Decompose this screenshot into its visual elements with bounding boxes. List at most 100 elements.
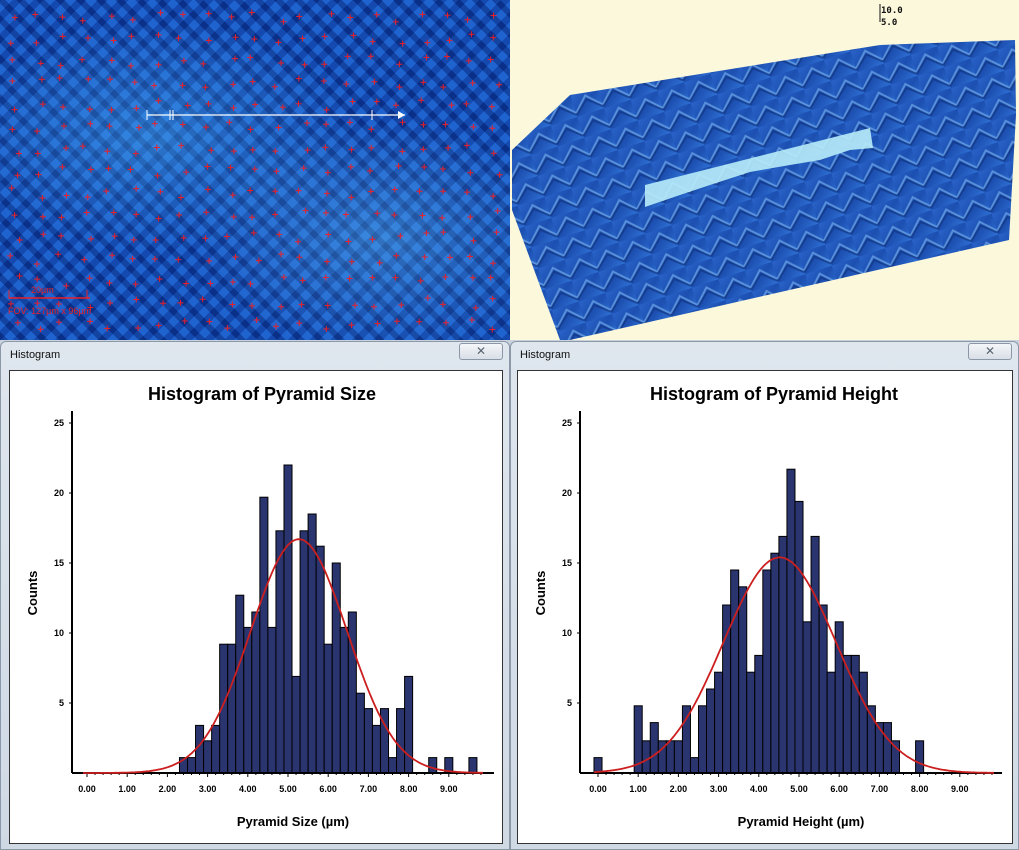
chart-title: Histogram of Pyramid Size [148,384,376,404]
pyramid-marker [273,323,280,330]
histogram-window-height[interactable]: Histogram ✕ Histogram of Pyramid Height C… [510,341,1019,850]
pyramid-marker [106,123,113,130]
pyramid-marker [442,121,449,128]
pyramid-marker [83,209,90,216]
pyramid-marker [371,78,378,85]
pyramid-marker [133,185,140,192]
pyramid-marker [271,83,278,90]
pyramid-marker [369,38,376,45]
pyramid-marker [228,13,235,20]
pyramid-marker [9,56,16,63]
pyramid-marker [444,12,451,19]
pyramid-marker [129,255,136,262]
pyramid-marker [299,35,306,42]
pyramid-marker [249,78,256,85]
surface-3d-view[interactable]: 10.0 5.0 [510,0,1019,340]
pyramid-marker [304,120,311,127]
pyramid-marker [467,169,474,176]
histogram-bar [235,594,245,774]
pyramid-marker [7,300,14,307]
histogram-bar [593,757,603,774]
pyramid-marker [320,78,327,85]
pyramid-marker [11,106,18,113]
histogram-bar [388,757,398,774]
histogram-bar [689,757,700,774]
pyramid-marker [156,275,163,282]
pyramid-marker [175,35,182,42]
pyramid-marker [346,119,353,126]
pyramid-marker [489,295,496,302]
pyramid-marker [227,164,234,171]
pyramid-marker [183,169,190,176]
pyramid-marker [230,104,237,111]
histogram-bar [203,740,213,774]
pyramid-marker [232,254,239,261]
pyramid-marker [440,83,447,90]
x-axis-label: Pyramid Height (µm) [738,814,865,829]
pyramid-marker [39,194,46,201]
pyramid-marker [304,147,311,154]
y-tick-label: 10 [54,628,64,638]
pyramid-marker [108,57,115,64]
pyramid-marker [59,163,66,170]
histogram-bar [187,757,197,774]
pyramid-marker [130,236,137,243]
y-axis-label: Counts [25,571,40,616]
pyramid-marker [324,169,331,176]
pyramid-marker [272,148,279,155]
histogram-bar [649,722,659,774]
pyramid-marker [127,166,134,173]
pyramid-marker [418,97,425,104]
pyramid-marker [423,54,430,61]
pyramid-marker [489,326,496,333]
pyramid-marker [34,128,41,135]
pyramid-marker [490,150,497,157]
pyramid-marker [322,274,329,281]
pyramid-marker [155,61,162,68]
x-tick-label: 4.00 [239,784,257,794]
close-button[interactable]: ✕ [968,343,1012,360]
pyramid-marker [490,260,497,267]
x-axis-label: Pyramid Size (µm) [237,814,349,829]
pyramid-marker [79,17,86,24]
pyramid-marker [469,274,476,281]
y-tick-label: 15 [54,558,64,568]
x-tick-label: 0.00 [589,784,607,794]
pyramid-marker [57,62,64,69]
pyramid-marker [373,98,380,105]
pyramid-marker [295,238,302,245]
pyramid-marker [39,213,46,220]
close-button[interactable]: ✕ [459,343,503,360]
histogram-bar [291,675,301,774]
pyramid-marker [419,11,426,18]
pyramid-marker [470,237,477,244]
pyramid-marker [298,301,305,308]
pyramid-marker [230,81,237,88]
pyramid-marker [135,325,142,332]
pyramid-marker [280,274,287,281]
pyramid-marker [395,163,402,170]
pyramid-marker [152,236,159,243]
chart-panel: Histogram of Pyramid Height Counts Pyramid… [517,370,1013,844]
pyramid-marker [206,257,213,264]
pyramid-marker [348,322,355,329]
pyramid-marker [419,212,426,219]
y-tick-label: 25 [54,418,64,428]
histogram-bar [283,464,293,774]
pyramid-marker [253,317,260,324]
x-tick-label: 3.00 [199,784,217,794]
pyramid-marker [153,144,160,151]
pyramid-marker [442,319,449,326]
pyramid-marker [230,213,237,220]
histogram-window-size[interactable]: Histogram ✕ Histogram of Pyramid Size Cou… [0,341,510,850]
histogram-bar [826,671,836,774]
histogram-bar [818,604,828,774]
histogram-bar [355,692,365,774]
pyramid-marker [296,13,303,20]
pyramid-marker [34,150,41,157]
pyramid-marker [247,187,254,194]
histogram-height-chart: Histogram of Pyramid Height Counts Pyramid… [533,384,1002,829]
pyramid-marker [181,317,188,324]
histogram-bar [746,671,756,774]
histogram-bar [267,626,277,774]
